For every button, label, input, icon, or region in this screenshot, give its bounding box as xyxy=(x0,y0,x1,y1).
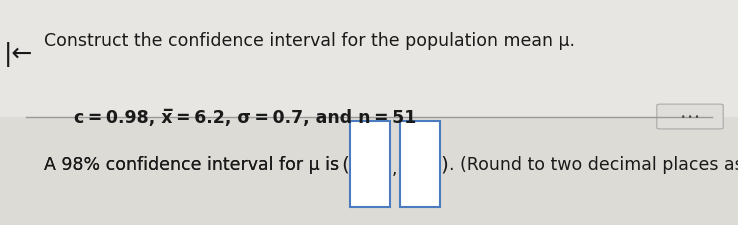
FancyBboxPatch shape xyxy=(350,122,390,207)
Text: Construct the confidence interval for the population mean μ.: Construct the confidence interval for th… xyxy=(44,32,576,50)
Text: c = 0.98, x̅ = 6.2, σ = 0.7, and n = 51: c = 0.98, x̅ = 6.2, σ = 0.7, and n = 51 xyxy=(74,108,416,126)
FancyBboxPatch shape xyxy=(657,105,723,129)
Text: |←: |← xyxy=(4,42,33,66)
Text: . (Round to two decimal places as needed.): . (Round to two decimal places as needed… xyxy=(449,155,738,173)
Bar xyxy=(0,0,738,117)
Text: ,: , xyxy=(391,160,397,178)
Text: A 98% confidence interval for μ is: A 98% confidence interval for μ is xyxy=(44,155,345,173)
FancyBboxPatch shape xyxy=(400,122,440,207)
Text: • • •: • • • xyxy=(681,112,699,122)
Text: (: ( xyxy=(341,155,349,174)
Bar xyxy=(0,117,738,225)
Text: A 98% confidence interval for μ is: A 98% confidence interval for μ is xyxy=(44,155,345,173)
Text: ): ) xyxy=(440,155,448,174)
